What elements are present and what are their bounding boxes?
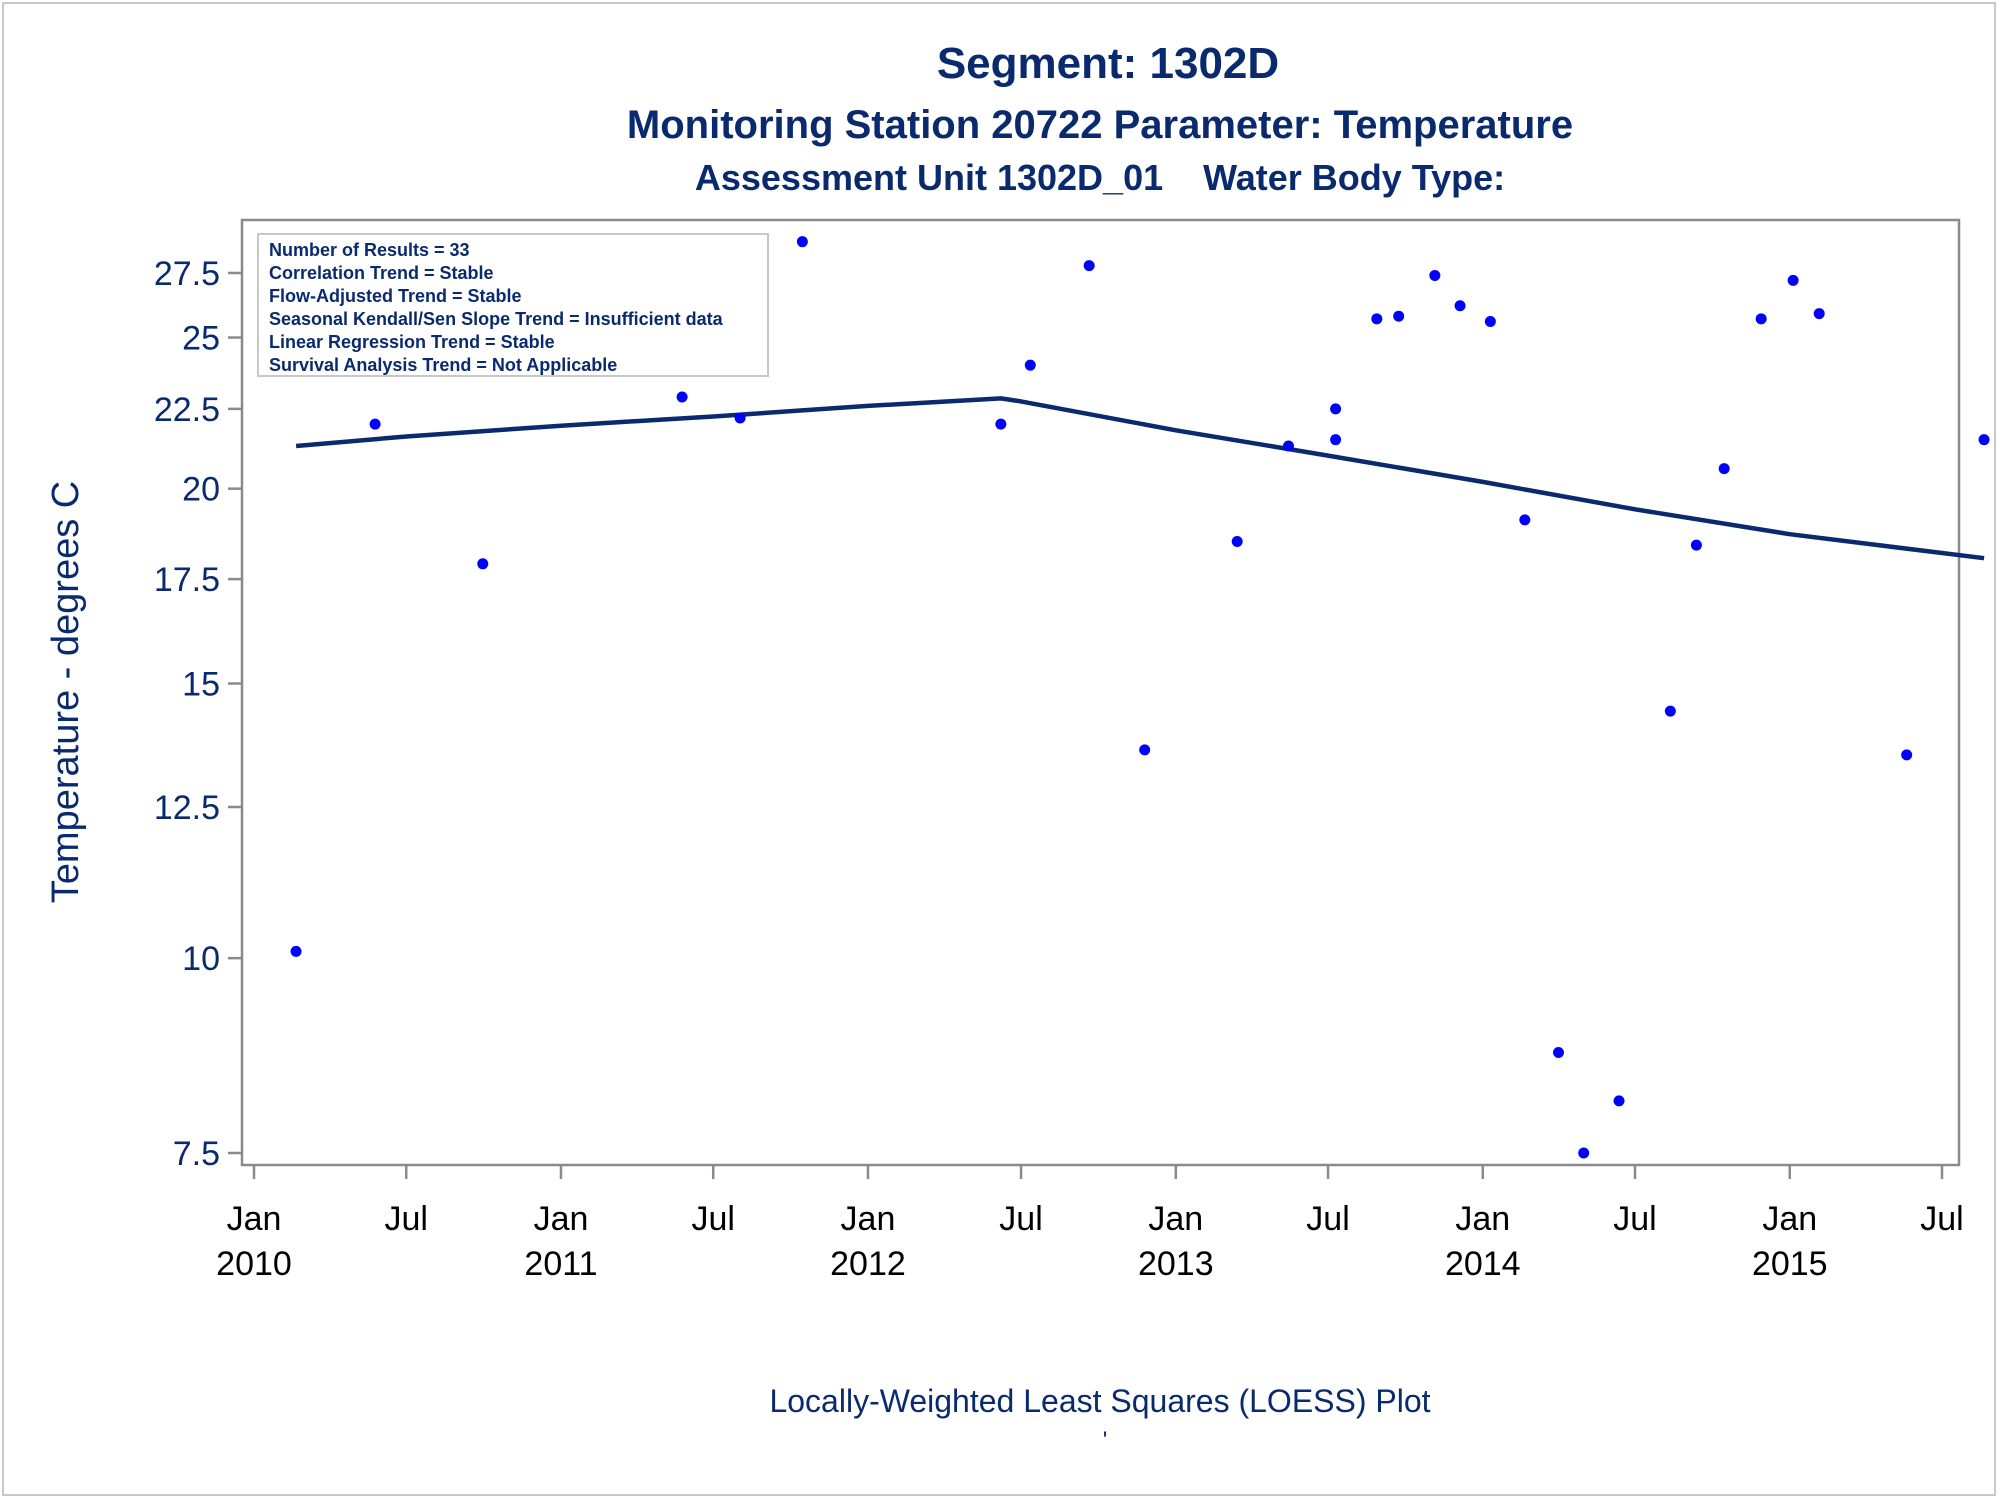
y-axis: 7.5 10 12.5 15 17.5 20 22.5 25 27.5 bbox=[154, 255, 242, 1173]
data-point bbox=[1578, 1147, 1590, 1159]
data-points bbox=[290, 236, 1990, 1159]
y-tick-label: 17.5 bbox=[154, 561, 220, 599]
y-tick-label: 22.5 bbox=[154, 391, 220, 429]
data-point bbox=[676, 391, 688, 403]
y-tick-label: 20 bbox=[182, 471, 220, 509]
data-point bbox=[1690, 539, 1702, 551]
y-tick-label: 12.5 bbox=[154, 789, 220, 827]
data-point bbox=[369, 418, 381, 430]
data-point bbox=[1371, 313, 1383, 325]
x-tick-label-month: Jul bbox=[1613, 1200, 1656, 1238]
legend-line: Linear Regression Trend = Stable bbox=[269, 332, 555, 352]
x-tick-label-month: Jan bbox=[841, 1200, 896, 1238]
plot-area bbox=[240, 218, 1961, 1167]
x-tick-label-month: Jul bbox=[691, 1200, 734, 1238]
data-point bbox=[1787, 274, 1799, 286]
y-tick-label: 27.5 bbox=[154, 255, 220, 293]
legend-line: Seasonal Kendall/Sen Slope Trend = Insuf… bbox=[269, 309, 724, 329]
chart-title: Segment: 1302D bbox=[937, 39, 1279, 88]
legend-line: Number of Results = 33 bbox=[269, 240, 470, 260]
x-tick-label-month: Jul bbox=[1306, 1200, 1349, 1238]
data-point bbox=[1718, 463, 1730, 475]
data-point bbox=[1083, 260, 1095, 272]
chart-subtitle: Monitoring Station 20722 Parameter: Temp… bbox=[627, 103, 1573, 147]
data-point bbox=[1330, 434, 1342, 446]
data-point bbox=[290, 945, 302, 957]
x-tick-label-month: Jan bbox=[227, 1200, 282, 1238]
x-axis-label: Locally-Weighted Least Squares (LOESS) P… bbox=[769, 1383, 1430, 1419]
x-tick-label-month: Jul bbox=[1920, 1200, 1963, 1238]
data-point bbox=[1664, 705, 1676, 717]
data-point bbox=[1024, 359, 1036, 371]
data-point bbox=[1813, 308, 1825, 320]
data-point bbox=[1978, 434, 1990, 446]
y-tick-label: 7.5 bbox=[173, 1135, 220, 1173]
data-point bbox=[477, 558, 489, 570]
x-tick-label-month: Jan bbox=[1455, 1200, 1510, 1238]
y-tick-label: 10 bbox=[182, 940, 220, 978]
x-tick-label-year: 2010 bbox=[216, 1245, 292, 1283]
y-axis-label: Temperature - degrees C bbox=[45, 481, 87, 903]
data-point bbox=[1454, 300, 1466, 312]
legend-box bbox=[257, 233, 769, 377]
loess-line-group bbox=[295, 396, 1985, 561]
legend-lines: Number of Results = 33 Correlation Trend … bbox=[269, 240, 724, 375]
data-point bbox=[1755, 313, 1767, 325]
data-point bbox=[1393, 310, 1405, 322]
x-tick-label-month: Jan bbox=[1148, 1200, 1203, 1238]
legend-line: Flow-Adjusted Trend = Stable bbox=[269, 286, 522, 306]
loess-line bbox=[295, 396, 1985, 561]
x-axis: Jan 2010 Jul Jan 2011 Jul Jan 2012 Jul Jan 2013 Jul… bbox=[216, 1165, 1964, 1283]
data-point bbox=[1330, 403, 1342, 415]
data-point bbox=[1552, 1046, 1564, 1058]
legend-line: Correlation Trend = Stable bbox=[269, 263, 494, 283]
data-point bbox=[995, 418, 1007, 430]
data-point bbox=[1519, 514, 1531, 526]
x-tick-label-month: Jul bbox=[384, 1200, 427, 1238]
x-tick-label-year: 2012 bbox=[830, 1245, 906, 1283]
legend: Number of Results = 33 Correlation Trend … bbox=[257, 233, 769, 377]
data-point bbox=[796, 236, 808, 248]
x-tick-label-year: 2015 bbox=[1752, 1245, 1828, 1283]
data-point bbox=[734, 412, 746, 424]
data-point bbox=[1429, 269, 1441, 281]
data-point bbox=[1613, 1095, 1625, 1107]
y-tick-label: 25 bbox=[182, 320, 220, 358]
x-tick-label-month: Jan bbox=[534, 1200, 589, 1238]
footnote: ' bbox=[1103, 1427, 1108, 1454]
data-point bbox=[1139, 744, 1151, 756]
data-point bbox=[1484, 315, 1496, 327]
x-tick-label-year: 2011 bbox=[524, 1245, 597, 1283]
data-point bbox=[1901, 749, 1913, 761]
y-tick-label: 15 bbox=[182, 666, 220, 704]
data-point bbox=[1231, 535, 1243, 547]
x-tick-label-year: 2013 bbox=[1138, 1245, 1214, 1283]
x-tick-label-month: Jul bbox=[999, 1200, 1042, 1238]
chart-subtitle-2: Assessment Unit 1302D_01 Water Body Type… bbox=[695, 157, 1505, 198]
data-point bbox=[1282, 440, 1294, 452]
x-tick-label-year: 2014 bbox=[1445, 1245, 1521, 1283]
legend-line: Survival Analysis Trend = Not Applicable bbox=[269, 355, 617, 375]
x-tick-label-month: Jan bbox=[1762, 1200, 1817, 1238]
